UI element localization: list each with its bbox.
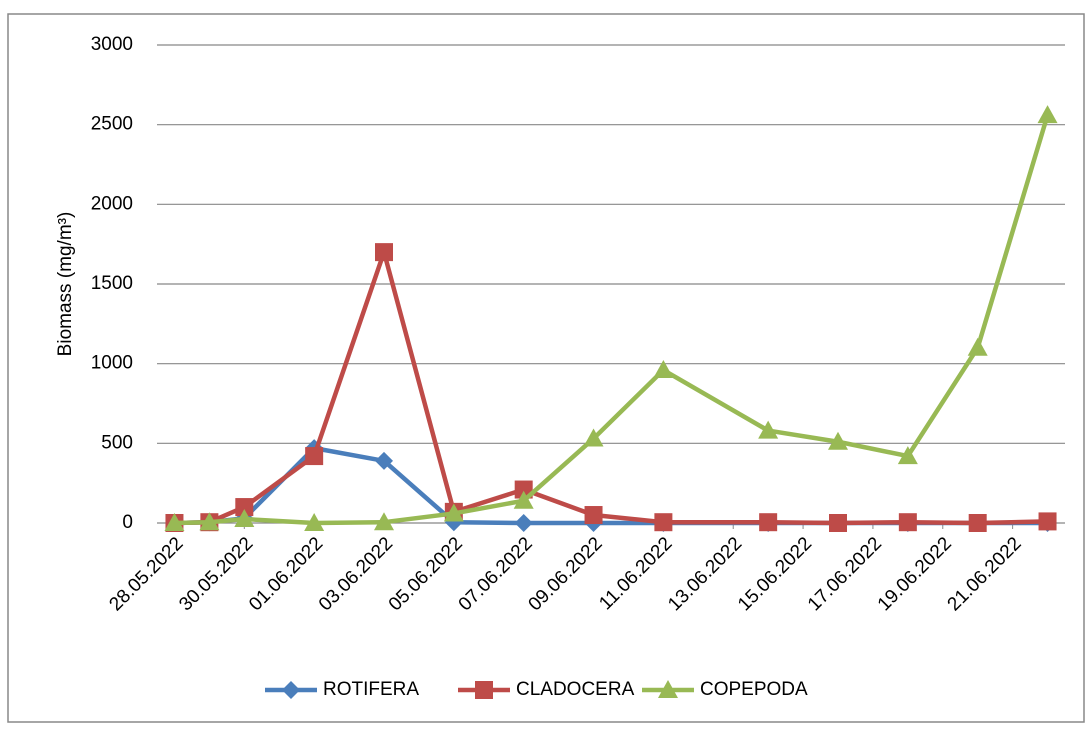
data-point <box>968 514 987 532</box>
chart-frame <box>7 13 1085 723</box>
data-point <box>967 337 988 356</box>
data-point <box>1038 512 1057 531</box>
data-point <box>897 446 918 465</box>
data-point <box>513 490 534 509</box>
data-point <box>583 428 604 447</box>
y-tick-label: 500 <box>101 432 133 453</box>
data-point <box>443 503 464 522</box>
data-point <box>584 506 603 525</box>
data-point <box>829 514 847 532</box>
y-tick-label: 2000 <box>91 193 133 214</box>
data-point <box>374 512 394 531</box>
series <box>164 105 1058 531</box>
y-tick-label: 1000 <box>91 353 133 374</box>
data-point <box>653 360 674 379</box>
data-point <box>235 498 254 517</box>
data-point <box>164 513 185 531</box>
y-tick-label: 2500 <box>91 114 133 135</box>
data-point <box>654 513 673 532</box>
data-point <box>305 447 324 466</box>
data-point <box>375 243 393 262</box>
data-point <box>898 513 917 532</box>
data-point <box>1037 105 1058 124</box>
data-point <box>514 514 533 532</box>
data-point <box>759 513 778 532</box>
y-tick-label: 3000 <box>91 34 133 55</box>
legend-marker <box>475 681 493 699</box>
series-line <box>174 249 1048 526</box>
series-line <box>174 114 1050 526</box>
data-point <box>828 431 848 450</box>
y-tick-label: 1500 <box>91 273 133 294</box>
legend-marker <box>658 680 678 698</box>
series <box>165 243 1057 532</box>
data-point <box>375 451 393 470</box>
y-axis-label: Biomass (mg/m³) <box>55 212 76 357</box>
legend-label: ROTIFERA <box>323 679 419 700</box>
data-point <box>304 513 325 531</box>
data-point <box>199 512 220 531</box>
legend-marker <box>282 681 300 699</box>
data-point <box>758 420 779 439</box>
y-tick-label: 0 <box>122 512 133 533</box>
legend-label: COPEPODA <box>700 679 808 700</box>
data-point <box>234 509 255 528</box>
legend-label: CLADOCERA <box>516 679 635 700</box>
